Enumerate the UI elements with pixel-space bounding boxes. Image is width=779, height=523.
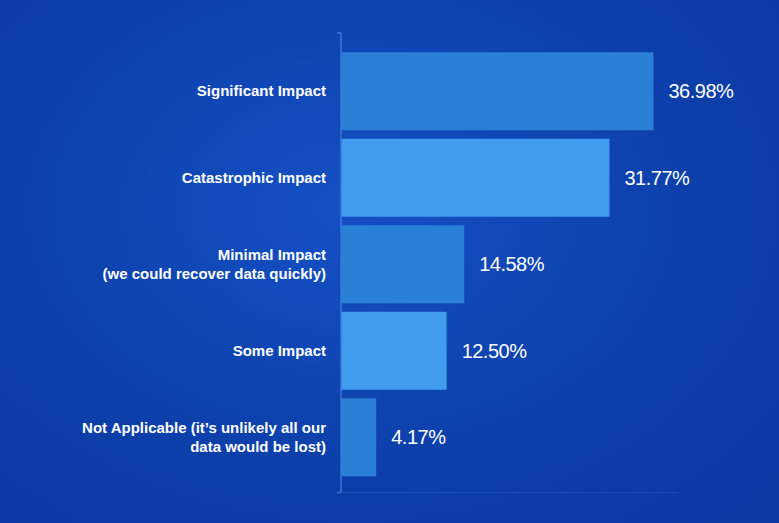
- chart: Significant Impact 36.98% Catastrophic Imp…: [0, 0, 779, 523]
- data-label: 31.77%: [624, 167, 690, 189]
- data-label: 4.17%: [391, 426, 446, 448]
- bars: [341, 52, 653, 476]
- category-axis: [337, 33, 341, 493]
- bar: [341, 52, 653, 130]
- axis-cap: [337, 32, 341, 34]
- axis-cap: [337, 492, 341, 494]
- category-label: Not Applicable (it’s unlikely all ourdat…: [82, 419, 326, 455]
- bar: [341, 312, 447, 390]
- category-label: Some Impact: [233, 342, 326, 359]
- bar: [341, 225, 464, 303]
- category-label: Catastrophic Impact: [182, 169, 326, 186]
- category-label: Significant Impact: [197, 82, 326, 99]
- data-label: 12.50%: [462, 340, 528, 362]
- data-label: 36.98%: [668, 80, 734, 102]
- axis-line: [340, 33, 342, 493]
- category-label: Minimal Impact(we could recover data qui…: [103, 246, 326, 282]
- bar: [341, 398, 376, 476]
- data-label: 14.58%: [479, 253, 545, 275]
- value-axis-line: [341, 492, 679, 493]
- bar: [341, 139, 609, 217]
